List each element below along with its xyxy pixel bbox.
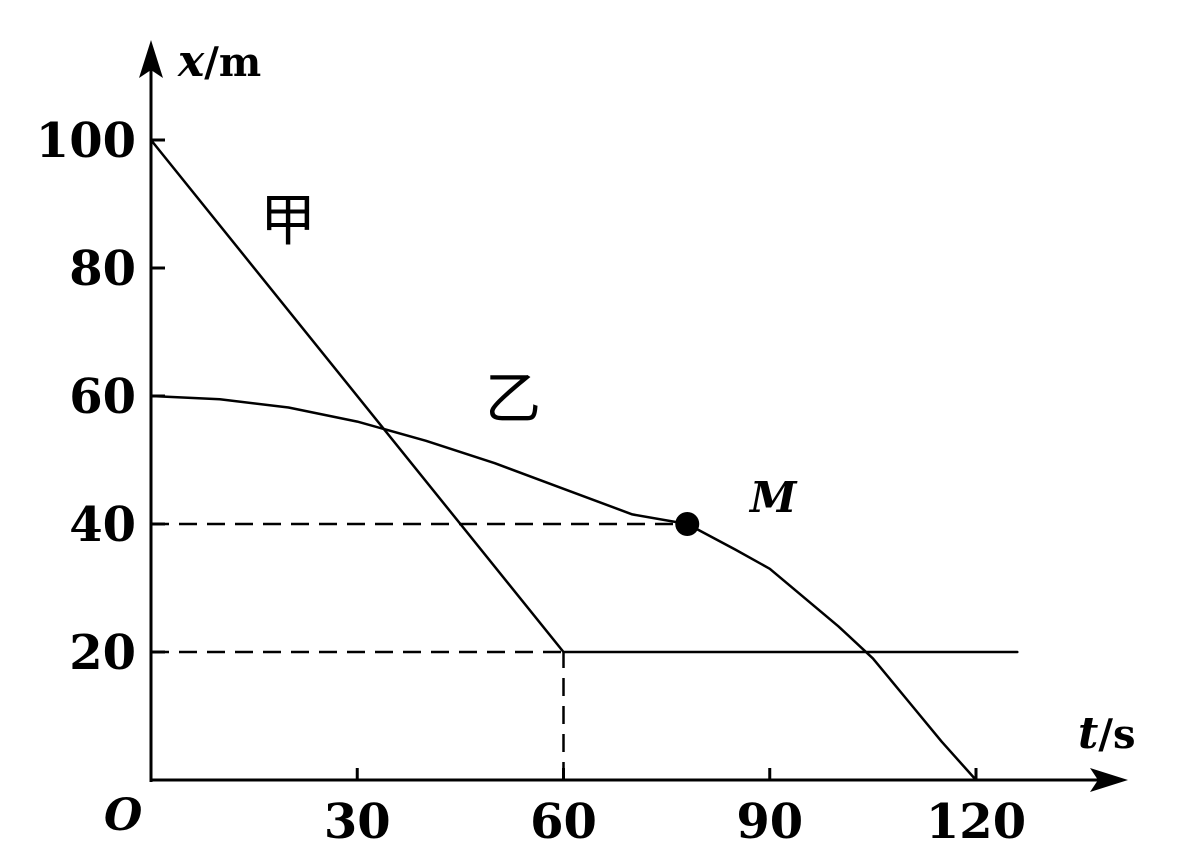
y-tick-label-100: 100 — [36, 113, 136, 169]
reference-lines — [151, 522, 688, 780]
x-tick-label-90: 90 — [736, 794, 803, 850]
ticks: 30 60 90 120 20 40 60 80 100 — [36, 113, 1026, 850]
x-axis-arrow — [1090, 768, 1128, 792]
series-label-yi: 乙 — [485, 367, 541, 432]
series-label-jia: 甲 — [260, 189, 316, 254]
point-m-label: M — [748, 473, 798, 522]
x-tick-label-60: 60 — [530, 794, 597, 850]
y-tick-label-40: 40 — [69, 497, 136, 553]
origin-label: O — [104, 790, 142, 841]
y-axis-label: x/m — [177, 36, 261, 87]
y-tick-label-20: 20 — [69, 625, 136, 681]
x-tick-label-120: 120 — [926, 794, 1026, 850]
x-tick-label-30: 30 — [324, 794, 391, 850]
y-tick-label-60: 60 — [69, 369, 136, 425]
y-tick-label-80: 80 — [69, 241, 136, 297]
y-axis-arrow — [139, 40, 163, 78]
point-m-marker — [675, 512, 700, 536]
x-axis-label: t/s — [1078, 708, 1135, 759]
